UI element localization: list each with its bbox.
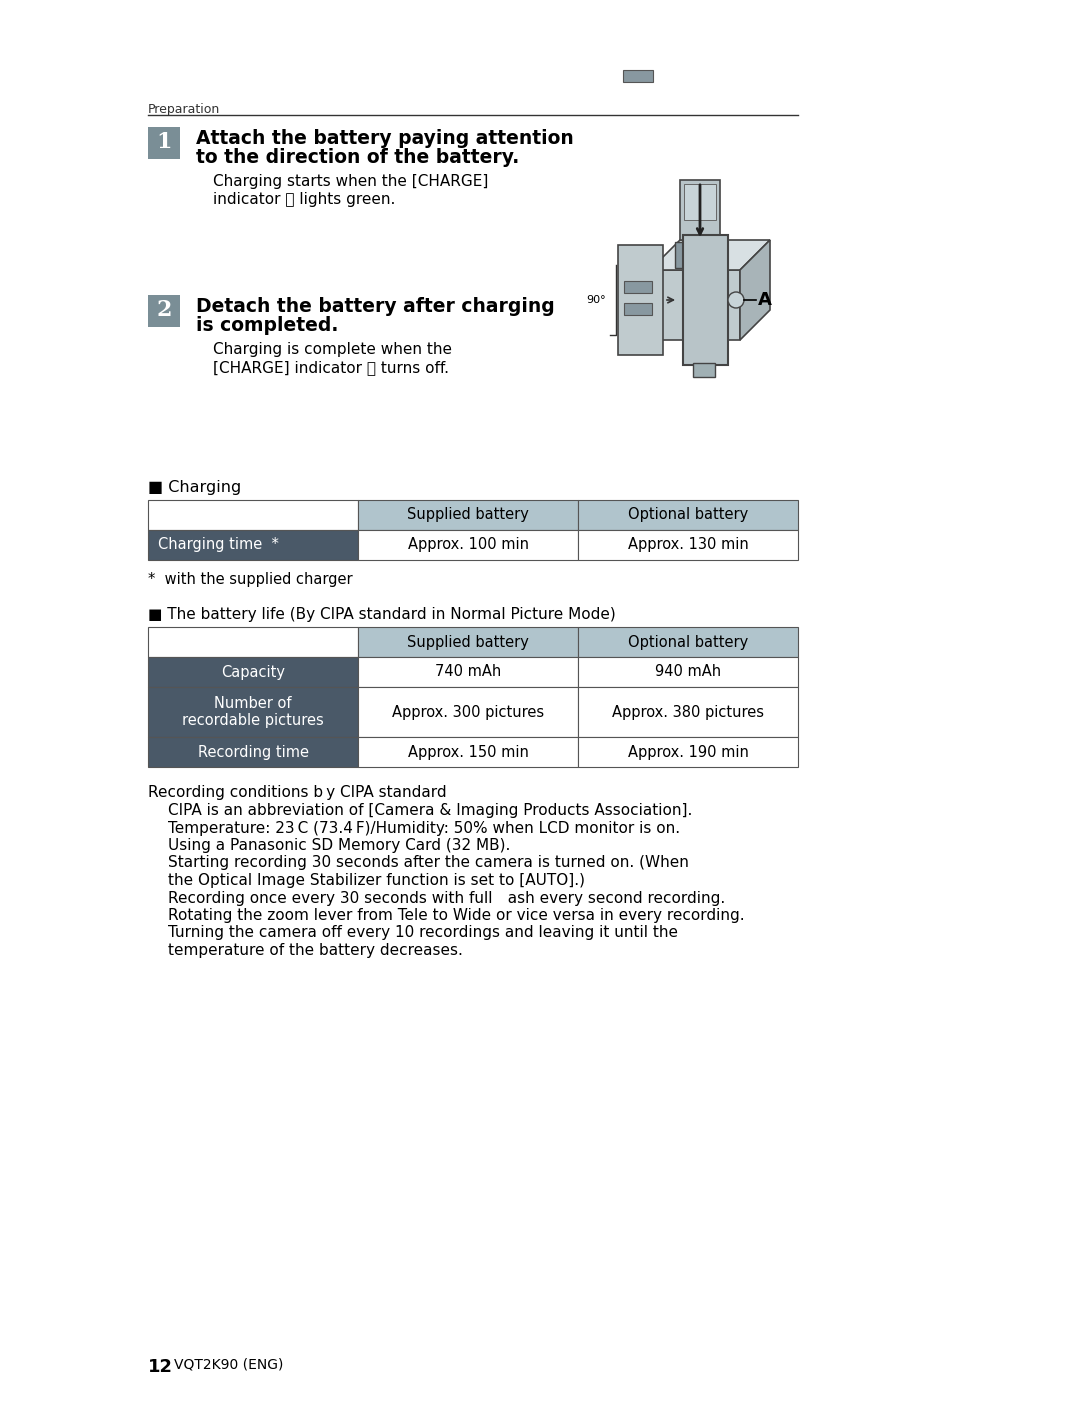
- Bar: [578, 501, 798, 530]
- Polygon shape: [650, 270, 740, 339]
- Text: *  with the supplied charger: * with the supplied charger: [148, 573, 353, 587]
- Text: Recording once every 30 seconds with full ash every second recording.: Recording once every 30 seconds with ful…: [168, 891, 726, 905]
- Text: Attach the battery paying attention: Attach the battery paying attention: [195, 129, 573, 148]
- Text: Detach the battery after charging: Detach the battery after charging: [195, 297, 555, 315]
- Text: Approx. 130 min: Approx. 130 min: [627, 537, 748, 553]
- Text: Approx. 300 pictures: Approx. 300 pictures: [392, 704, 544, 720]
- Bar: [578, 658, 798, 687]
- Text: Charging time  *: Charging time *: [158, 537, 279, 553]
- Bar: [624, 281, 652, 293]
- Text: Approx. 380 pictures: Approx. 380 pictures: [612, 704, 764, 720]
- Text: ■ Charging: ■ Charging: [148, 479, 241, 495]
- Polygon shape: [683, 235, 728, 365]
- Text: 90°: 90°: [586, 296, 606, 305]
- Bar: [693, 363, 715, 378]
- Bar: [624, 303, 652, 315]
- Text: 940 mAh: 940 mAh: [654, 665, 721, 680]
- Bar: [357, 626, 578, 658]
- Text: to the direction of the battery.: to the direction of the battery.: [195, 148, 519, 167]
- Text: Number of
recordable pictures: Number of recordable pictures: [183, 696, 324, 728]
- Text: Capacity: Capacity: [221, 665, 285, 680]
- Text: Supplied battery: Supplied battery: [407, 635, 529, 649]
- Text: Recording time: Recording time: [198, 745, 309, 759]
- Text: temperature of the battery decreases.: temperature of the battery decreases.: [168, 943, 463, 959]
- Text: Optional battery: Optional battery: [627, 635, 748, 649]
- Bar: [148, 687, 357, 737]
- Text: 12: 12: [148, 1357, 173, 1376]
- Bar: [357, 687, 578, 737]
- Bar: [148, 296, 180, 327]
- Bar: [357, 737, 578, 766]
- Bar: [148, 626, 357, 658]
- Bar: [357, 530, 578, 560]
- Circle shape: [728, 293, 744, 308]
- Polygon shape: [680, 180, 720, 240]
- Text: Turning the camera off every 10 recordings and leaving it until the: Turning the camera off every 10 recordin…: [168, 926, 678, 940]
- Text: Temperature: 23 C (73.4 F)/Humidity: 50% when LCD monitor is on.: Temperature: 23 C (73.4 F)/Humidity: 50%…: [168, 820, 680, 836]
- Polygon shape: [675, 242, 725, 269]
- Text: Charging is complete when the: Charging is complete when the: [213, 342, 453, 356]
- Bar: [578, 737, 798, 766]
- Text: Preparation: Preparation: [148, 103, 220, 116]
- Text: A: A: [758, 291, 772, 310]
- Bar: [623, 71, 653, 82]
- Text: Approx. 190 min: Approx. 190 min: [627, 745, 748, 759]
- Text: Using a Panasonic SD Memory Card (32 MB).: Using a Panasonic SD Memory Card (32 MB)…: [168, 839, 511, 853]
- Text: Approx. 150 min: Approx. 150 min: [407, 745, 528, 759]
- Text: Supplied battery: Supplied battery: [407, 508, 529, 523]
- Text: 2: 2: [157, 298, 172, 321]
- Text: Approx. 100 min: Approx. 100 min: [407, 537, 528, 553]
- Bar: [578, 687, 798, 737]
- Text: is completed.: is completed.: [195, 315, 338, 335]
- Bar: [148, 737, 357, 766]
- Bar: [148, 658, 357, 687]
- Text: ■ The battery life (By CIPA standard in Normal Picture Mode): ■ The battery life (By CIPA standard in …: [148, 607, 616, 622]
- Polygon shape: [618, 245, 663, 355]
- Polygon shape: [684, 184, 716, 221]
- Bar: [148, 501, 357, 530]
- Text: 740 mAh: 740 mAh: [435, 665, 501, 680]
- Bar: [148, 530, 357, 560]
- Bar: [578, 626, 798, 658]
- Text: 1: 1: [157, 132, 172, 153]
- Text: the Optical Image Stabilizer function is set to [AUTO].): the Optical Image Stabilizer function is…: [168, 872, 585, 888]
- Text: CIPA is an abbreviation of [Camera & Imaging Products Association].: CIPA is an abbreviation of [Camera & Ima…: [168, 803, 692, 819]
- Bar: [357, 501, 578, 530]
- Text: Recording conditions b y CIPA standard: Recording conditions b y CIPA standard: [148, 785, 447, 800]
- Text: indicator Ⓐ lights green.: indicator Ⓐ lights green.: [213, 192, 395, 206]
- Text: Charging starts when the [CHARGE]: Charging starts when the [CHARGE]: [213, 174, 488, 189]
- Text: VQT2K90 (ENG): VQT2K90 (ENG): [174, 1357, 283, 1372]
- Polygon shape: [740, 240, 770, 339]
- Text: Optional battery: Optional battery: [627, 508, 748, 523]
- Polygon shape: [650, 240, 770, 270]
- Bar: [578, 530, 798, 560]
- Bar: [148, 127, 180, 158]
- Bar: [357, 658, 578, 687]
- Text: [CHARGE] indicator Ⓐ turns off.: [CHARGE] indicator Ⓐ turns off.: [213, 361, 449, 375]
- Text: Rotating the zoom lever from Tele to Wide or vice versa in every recording.: Rotating the zoom lever from Tele to Wid…: [168, 908, 744, 923]
- Text: Starting recording 30 seconds after the camera is turned on. (When: Starting recording 30 seconds after the …: [168, 855, 689, 871]
